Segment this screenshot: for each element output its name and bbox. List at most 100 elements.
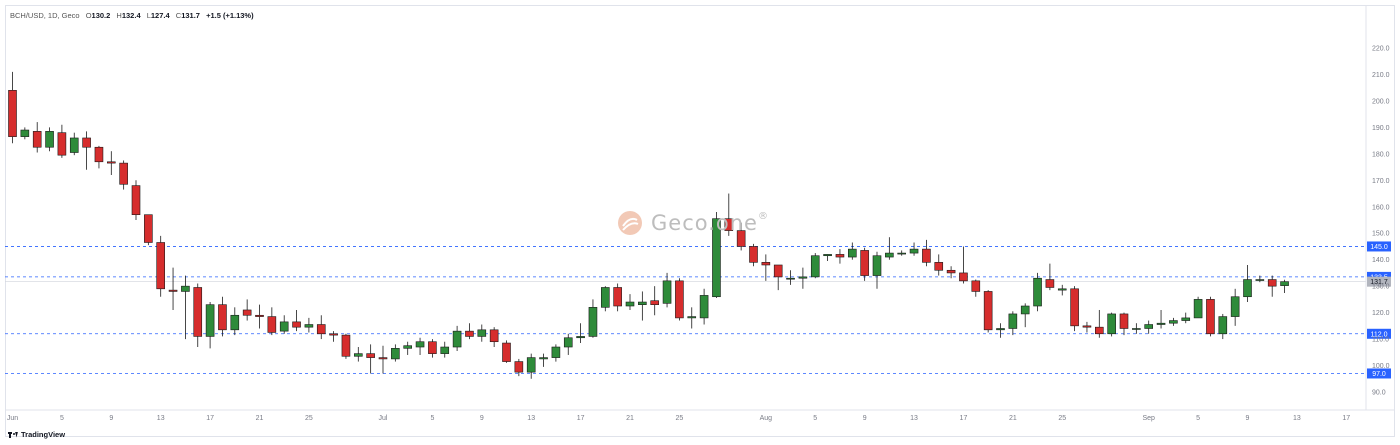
x-tick-label: 5 <box>430 415 434 422</box>
candle <box>798 267 808 289</box>
candle <box>860 247 869 281</box>
candle <box>168 267 178 310</box>
x-tick-label: 13 <box>527 415 535 422</box>
candle-body <box>588 307 598 337</box>
tradingview-footer[interactable]: TradingView <box>8 430 65 439</box>
y-tick-label: 200.0 <box>1372 98 1390 105</box>
candle-body <box>428 341 437 354</box>
candle-body <box>20 129 30 137</box>
y-tick-label: 120.0 <box>1372 310 1390 317</box>
candle <box>1156 309 1166 329</box>
candle <box>304 317 314 333</box>
y-tick-label: 140.0 <box>1372 257 1390 264</box>
candle-body <box>1218 316 1228 335</box>
candle <box>773 264 783 291</box>
x-tick-label: 25 <box>1058 415 1066 422</box>
candle <box>847 242 857 260</box>
candle-body <box>922 248 931 263</box>
x-tick-label: 17 <box>960 415 968 422</box>
candle <box>1243 264 1252 303</box>
candle-body <box>304 324 314 328</box>
candle <box>292 309 301 332</box>
candle-body <box>1243 279 1252 298</box>
candle-body <box>57 132 67 156</box>
candle <box>724 193 734 236</box>
candle <box>872 251 882 289</box>
watermark-logo: Geco.one® <box>617 210 769 236</box>
candle-body <box>613 287 622 307</box>
candle-body <box>1280 281 1289 286</box>
candle <box>57 124 67 158</box>
candle-body <box>1082 325 1092 328</box>
candle <box>465 323 474 340</box>
candle-body <box>1132 328 1141 330</box>
x-tick-label: Jul <box>379 415 388 422</box>
x-tick-label: 9 <box>109 415 113 422</box>
candle <box>193 283 203 348</box>
y-tick-label: 110.0 <box>1372 337 1389 344</box>
candle-body <box>860 250 869 276</box>
candle-body <box>107 161 116 164</box>
candle <box>810 253 820 279</box>
candle-body <box>477 329 487 337</box>
low-value: 127.4 <box>150 11 170 20</box>
candle <box>563 333 573 355</box>
candle-body <box>872 255 882 276</box>
level-tag <box>1367 241 1391 252</box>
candle-body <box>378 357 388 360</box>
candle <box>983 290 993 333</box>
open-key: O <box>85 11 92 20</box>
candle <box>736 222 746 251</box>
current-price-tag <box>1367 276 1391 287</box>
candle-body <box>255 314 264 317</box>
x-tick-label: 13 <box>910 415 918 422</box>
candle <box>749 243 758 267</box>
candle-body <box>576 336 585 339</box>
change-value: +1.5 (+1.13%) <box>206 11 254 20</box>
candle <box>576 323 585 344</box>
open-value: 130.2 <box>91 11 111 20</box>
candle <box>885 237 894 260</box>
x-tick-label: 25 <box>676 415 684 422</box>
candle <box>428 339 437 358</box>
candle-body <box>1169 320 1178 324</box>
candle <box>934 254 944 276</box>
x-tick-label: 9 <box>863 415 867 422</box>
candle <box>638 291 647 321</box>
low-key: L <box>146 11 151 20</box>
candle <box>230 307 240 336</box>
candle-body <box>736 230 746 247</box>
candle-body <box>1156 322 1166 325</box>
candle <box>1020 303 1030 328</box>
candle <box>909 242 919 256</box>
candle-body <box>1144 324 1153 329</box>
candle <box>1119 312 1129 336</box>
x-tick-label: Aug <box>760 415 773 422</box>
x-tick-label: 25 <box>305 415 313 422</box>
candle-body <box>156 242 165 290</box>
y-tick-label: 220.0 <box>1372 46 1390 53</box>
x-tick-label: Jun <box>7 415 18 422</box>
candle <box>107 151 116 176</box>
candle-body <box>94 146 104 163</box>
candle-body <box>551 346 561 358</box>
candle-body <box>292 321 301 328</box>
candle-body <box>353 353 363 357</box>
tradingview-brand: TradingView <box>21 430 66 439</box>
candle <box>267 307 277 336</box>
candle <box>131 180 141 220</box>
candle <box>922 239 931 267</box>
x-tick-label: 9 <box>480 415 484 422</box>
candle <box>1280 279 1289 294</box>
candle <box>835 249 845 264</box>
candle-body <box>810 255 820 278</box>
candle-body <box>193 287 203 337</box>
candle <box>378 345 388 374</box>
y-tick-label: 170.0 <box>1372 178 1390 185</box>
candle <box>119 160 128 190</box>
candle-body <box>847 248 857 258</box>
candle <box>959 246 968 284</box>
symbol-legend[interactable]: BCH/USD, 1D, Geco O130.2 H132.4 L127.4 C… <box>10 11 254 21</box>
x-tick-label: 5 <box>60 415 64 422</box>
